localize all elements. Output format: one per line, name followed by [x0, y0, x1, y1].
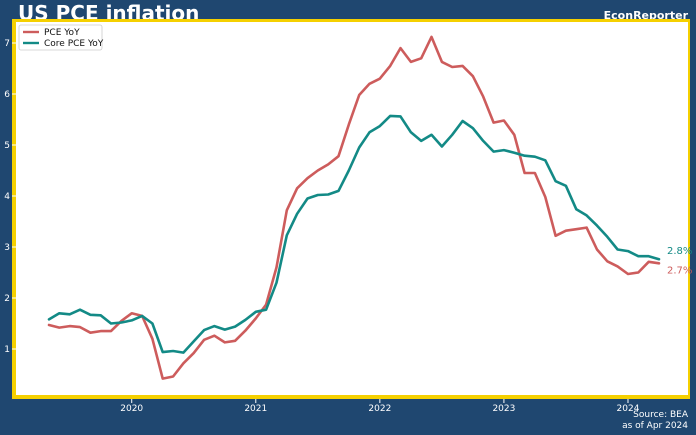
- y-tick-label: 7: [4, 39, 10, 49]
- x-tick-label: 2022: [368, 404, 391, 414]
- y-tick-label: 4: [4, 192, 10, 202]
- y-tick-label: 1: [4, 345, 10, 355]
- y-axis: 1 2 3 4 5 6 7: [4, 39, 16, 355]
- source-note: Source: BEA as of Apr 2024: [622, 410, 688, 432]
- x-tick-label: 2020: [120, 404, 143, 414]
- legend-label: Core PCE YoY: [44, 39, 104, 49]
- plot-area: [16, 22, 688, 395]
- series-lines: [47, 35, 661, 380]
- series-line-pce: [47, 35, 661, 380]
- source-line: Source: BEA: [633, 410, 688, 420]
- x-tick-label: 2023: [492, 404, 515, 414]
- x-tick-label: 2024: [617, 404, 640, 414]
- y-tick-label: 6: [4, 90, 10, 100]
- brand-label: EconReporter: [603, 9, 688, 22]
- y-tick-label: 3: [4, 243, 10, 253]
- end-label-pce: 2.7%: [667, 265, 692, 276]
- x-axis: 2020 2021 2022 2023 2024: [120, 399, 640, 414]
- y-tick-label: 5: [4, 141, 10, 151]
- as-of-line: as of Apr 2024: [622, 421, 688, 431]
- end-labels: 2.8% 2.7%: [667, 246, 692, 276]
- end-label-core-pce: 2.8%: [667, 246, 692, 257]
- y-tick-label: 2: [4, 294, 10, 304]
- legend-box: [18, 24, 103, 51]
- series-line-core-pce: [47, 114, 661, 354]
- x-tick-label: 2021: [244, 404, 267, 414]
- legend-label: PCE YoY: [44, 28, 80, 38]
